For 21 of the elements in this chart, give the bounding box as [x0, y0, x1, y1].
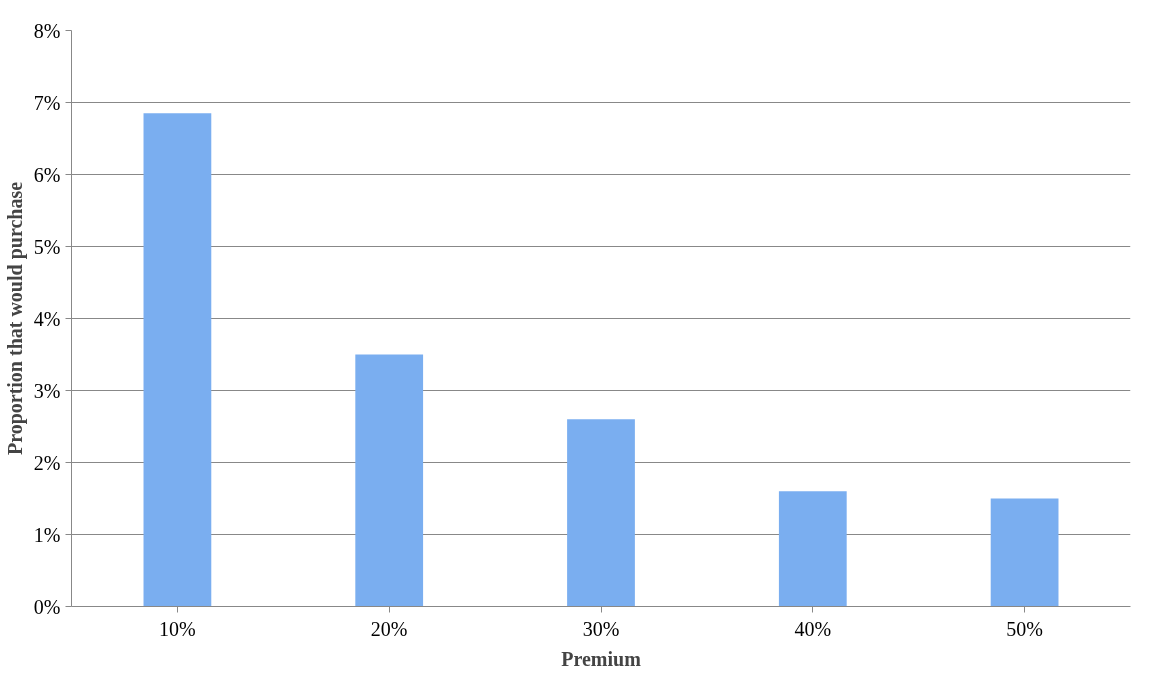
x-tick-label: 30% [582, 617, 620, 640]
y-tick-label: 1% [33, 523, 61, 546]
x-tick-label: 40% [794, 617, 832, 640]
x-tick-label: 50% [1006, 617, 1043, 640]
y-tick-label: 6% [33, 163, 61, 186]
y-tick-label: 5% [33, 235, 61, 258]
y-tick-label: 2% [33, 451, 61, 474]
bar [355, 354, 424, 607]
y-tick-label: 7% [33, 91, 61, 114]
y-tick-label: 4% [33, 307, 61, 330]
y-tick-label: 8% [33, 19, 61, 42]
x-axis-title: Premium [561, 647, 642, 670]
bar [143, 113, 212, 607]
y-tick-label: 3% [33, 379, 61, 402]
bar [990, 498, 1059, 607]
y-axis-title: Proportion that would purchase [3, 181, 27, 456]
bar [778, 491, 847, 607]
y-tick-label: 0% [33, 595, 61, 618]
bar [567, 419, 635, 607]
x-tick-label: 10% [159, 617, 196, 640]
x-tick-label: 20% [370, 617, 408, 640]
